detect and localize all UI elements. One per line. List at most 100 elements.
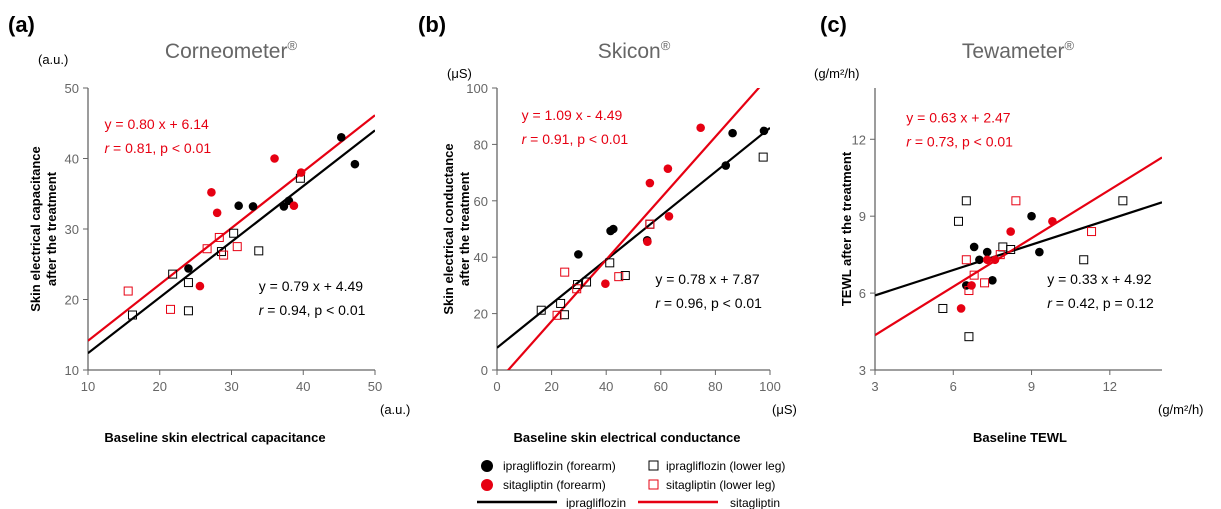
data-point: [1118, 196, 1128, 206]
data-point: [232, 242, 242, 252]
data-point: [1087, 227, 1097, 237]
y-axis-label-line2: after the treatment: [457, 171, 472, 286]
data-point: [975, 255, 984, 265]
data-point: [982, 247, 992, 257]
data-point: [988, 275, 997, 285]
y-tick-label: 6: [859, 286, 866, 301]
data-point: [998, 242, 1008, 252]
fit-stats-ipragliflozin: r = 0.94, p < 0.01: [259, 302, 366, 318]
x-tick-label: 40: [296, 379, 310, 394]
data-point: [614, 272, 624, 282]
data-point: [552, 310, 562, 320]
panel-title: Skicon®: [598, 38, 671, 63]
fit-stats-sitagliptin: r = 0.91, p < 0.01: [522, 131, 629, 147]
x-tick-label: 100: [759, 379, 781, 394]
series-sitagliptin-lower-leg-: [123, 232, 242, 314]
y-axis-label-line1: Skin electrical capacitance: [28, 146, 43, 311]
x-tick-label: 20: [153, 379, 167, 394]
data-point: [601, 279, 610, 289]
data-point: [234, 201, 243, 211]
data-point: [990, 255, 1000, 265]
y-tick-label: 3: [859, 363, 866, 378]
data-point: [605, 258, 615, 268]
y-axis-label-line1: TEWL after the treatment: [839, 151, 854, 306]
y-unit: (g/m²/h): [814, 66, 860, 81]
panel-1: (a) Corneometer® (a.u.) (a.u.) Baseline skin…: [8, 12, 410, 445]
fit-equation-ipragliflozin: y = 0.79 x + 4.49: [259, 278, 364, 294]
fit-line-ipragliflozin: [497, 126, 770, 349]
legend-label-sitagliptin-forearm: sitagliptin (forearm): [503, 478, 606, 492]
y-tick-label: 0: [481, 363, 488, 378]
fit-equation-sitagliptin: y = 1.09 x - 4.49: [522, 107, 623, 123]
data-point: [254, 246, 264, 256]
fit-equation-ipragliflozin: y = 0.33 x + 4.92: [1047, 271, 1152, 287]
data-point: [1048, 217, 1057, 226]
series-sitagliptin-forearm-: [956, 217, 1057, 313]
data-point: [582, 277, 592, 287]
fit-stats-ipragliflozin: r = 0.42, p = 0.12: [1047, 295, 1154, 311]
data-point: [645, 219, 655, 229]
data-point: [1011, 196, 1021, 206]
legend-label-ipragliflozin-line: ipragliflozin: [566, 496, 626, 509]
y-tick-label: 30: [65, 222, 79, 237]
data-point: [964, 286, 974, 296]
x-tick-label: 12: [1103, 379, 1117, 394]
legend-label-sitagliptin-line: sitagliptin: [730, 496, 780, 509]
panel-letter: (c): [820, 12, 847, 37]
data-point: [184, 264, 193, 273]
x-tick-label: 0: [493, 379, 500, 394]
legend-marker-ipragliflozin-lowerleg: [648, 460, 659, 471]
data-point: [956, 304, 966, 313]
data-point: [166, 304, 176, 314]
y-axis-label-line1: Skin electrical conductance: [441, 143, 456, 314]
series-ipragliflozin-forearm-: [184, 133, 360, 273]
data-point: [961, 255, 971, 265]
fit-lines: [88, 114, 375, 355]
y-tick-label: 40: [65, 152, 79, 167]
data-point: [289, 201, 299, 211]
data-point: [953, 216, 963, 226]
x-axis-label: Baseline skin electrical conductance: [514, 430, 741, 445]
legend-marker-sitagliptin-forearm: [481, 479, 493, 491]
data-point: [229, 228, 239, 238]
x-tick-label: 80: [708, 379, 722, 394]
data-point: [350, 159, 360, 169]
fit-stats-ipragliflozin: r = 0.96, p < 0.01: [655, 295, 762, 311]
series-sitagliptin-lower-leg-: [961, 196, 1097, 296]
data-point: [248, 202, 258, 211]
data-point: [168, 269, 178, 279]
data-point: [759, 126, 769, 136]
fit-equation-ipragliflozin: y = 0.78 x + 7.87: [655, 271, 760, 287]
data-point: [1035, 247, 1044, 257]
data-point: [214, 232, 224, 242]
x-tick-label: 60: [654, 379, 668, 394]
fit-line-sitagliptin: [88, 114, 375, 342]
data-point: [967, 281, 976, 290]
data-point: [980, 278, 990, 288]
data-point: [964, 332, 974, 342]
y-axis-label: TEWL after the treatment: [839, 151, 854, 306]
data-point: [728, 128, 737, 138]
data-point: [559, 310, 569, 320]
series-ipragliflozin-forearm-: [962, 211, 1044, 290]
data-point: [1006, 245, 1016, 255]
data-point: [663, 164, 673, 173]
panel-3: (c) Tewameter® (g/m²/h) (g/m²/h) Baseline TE…: [814, 12, 1204, 445]
series-ipragliflozin-lower-leg-: [127, 173, 305, 320]
x-tick-label: 20: [544, 379, 558, 394]
data-point: [758, 152, 768, 162]
fit-equation-sitagliptin: y = 0.63 x + 2.47: [906, 110, 1011, 126]
data-point: [961, 196, 971, 206]
data-point: [969, 242, 979, 252]
x-axis-label: Baseline skin electrical capacitance: [104, 430, 325, 445]
y-tick-label: 40: [474, 250, 488, 265]
panel-2: (b) Skicon® (μS) (μS) Baseline skin electric…: [418, 12, 797, 445]
data-point: [560, 267, 570, 277]
x-tick-label: 50: [368, 379, 382, 394]
data-point: [207, 188, 216, 197]
y-tick-label: 80: [474, 137, 488, 152]
x-tick-label: 10: [81, 379, 95, 394]
x-tick-label: 9: [1028, 379, 1035, 394]
x-unit: (a.u.): [380, 402, 410, 417]
